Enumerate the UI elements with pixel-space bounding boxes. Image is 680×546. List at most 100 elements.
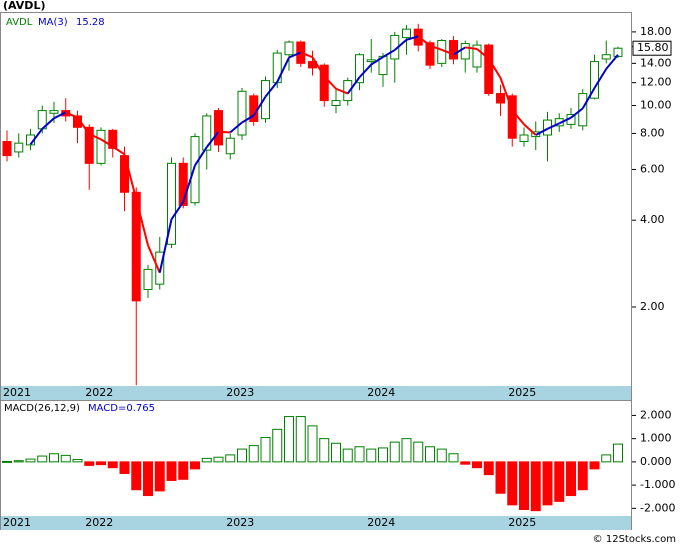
macd-bar bbox=[413, 441, 424, 463]
candle-body bbox=[601, 54, 611, 60]
candle-body bbox=[49, 110, 59, 114]
macd-bar bbox=[319, 438, 330, 463]
y-tick-label: 12.00 bbox=[640, 76, 672, 89]
macd-bar bbox=[354, 446, 365, 463]
ma-segment bbox=[53, 111, 67, 120]
y-tick-label: 1.000 bbox=[640, 432, 672, 445]
macd-bar bbox=[495, 461, 506, 494]
ma-segment bbox=[581, 87, 596, 109]
candle-body bbox=[519, 134, 529, 143]
macd-bar bbox=[154, 461, 165, 492]
ma-segment bbox=[276, 57, 290, 83]
y-tick-label: 4.00 bbox=[640, 213, 665, 226]
ma-segment bbox=[547, 122, 560, 130]
macd-bar bbox=[436, 448, 447, 463]
last-price-box bbox=[632, 40, 672, 56]
macd-bar bbox=[589, 461, 600, 470]
x-tick-label: 2022 bbox=[85, 386, 113, 399]
ma-segment bbox=[182, 165, 196, 203]
y-tick-label: -2.000 bbox=[640, 501, 675, 514]
macd-bar bbox=[460, 461, 471, 465]
macd-bar bbox=[72, 459, 83, 463]
candle-body bbox=[178, 162, 188, 206]
ma-segment bbox=[370, 56, 384, 66]
macd-bar bbox=[425, 446, 435, 463]
candle-body bbox=[496, 93, 505, 104]
macd-bar bbox=[201, 457, 212, 463]
ma-segment bbox=[452, 46, 466, 56]
macd-bar bbox=[613, 443, 623, 463]
macd-bar bbox=[190, 461, 200, 470]
candle-body bbox=[402, 28, 411, 39]
macd-bar bbox=[483, 461, 494, 476]
x-tick-label: 2024 bbox=[367, 516, 395, 529]
candle-body bbox=[2, 141, 12, 157]
last-price-label: 15.80 bbox=[637, 41, 669, 54]
macd-bar bbox=[389, 441, 400, 463]
macd-bar bbox=[307, 425, 318, 463]
macd-bar bbox=[213, 456, 224, 463]
ma-segment bbox=[441, 48, 454, 56]
macd-bar bbox=[107, 461, 118, 469]
candle-body bbox=[460, 43, 470, 60]
macd-bar bbox=[507, 461, 518, 506]
macd-bar bbox=[119, 461, 130, 474]
y-tick-label: 8.00 bbox=[640, 126, 665, 139]
candle-body bbox=[507, 95, 517, 139]
candle-body bbox=[96, 129, 106, 164]
y-tick-label: 10.00 bbox=[640, 98, 672, 111]
ma-segment bbox=[264, 81, 279, 98]
candle-body bbox=[202, 115, 212, 151]
macd-bar bbox=[225, 454, 236, 463]
candle-body bbox=[131, 191, 141, 302]
legend-ma: MA(3) bbox=[38, 17, 68, 28]
macd-bar bbox=[37, 455, 48, 463]
macd-bar bbox=[13, 460, 24, 463]
candle-body bbox=[214, 110, 223, 146]
macd-bar bbox=[166, 461, 177, 481]
candle-body bbox=[343, 80, 353, 102]
ma-segment bbox=[158, 219, 173, 273]
macd-bar bbox=[554, 461, 565, 502]
candle-body bbox=[143, 268, 153, 290]
x-tick-label: 2021 bbox=[3, 516, 31, 529]
y-tick-label: 14.00 bbox=[640, 56, 672, 69]
ma-segment bbox=[112, 145, 126, 156]
macd-bar bbox=[96, 461, 106, 466]
ma-segment bbox=[170, 201, 185, 220]
macd-bar bbox=[566, 461, 576, 497]
candle-body bbox=[225, 137, 235, 155]
ma-segment bbox=[241, 114, 255, 124]
x-tick-label: 2023 bbox=[226, 386, 254, 399]
ma-segment bbox=[311, 56, 326, 77]
ma-segment bbox=[511, 109, 525, 126]
ma-segment bbox=[382, 49, 396, 58]
ma-segment bbox=[323, 75, 337, 90]
ma-segment bbox=[535, 127, 548, 136]
ma-segment bbox=[570, 107, 584, 119]
x-tick-label: 2025 bbox=[508, 516, 536, 529]
x-tick-label: 2025 bbox=[508, 386, 536, 399]
macd-bar bbox=[272, 428, 283, 463]
date-band bbox=[1, 386, 631, 400]
macd-bar bbox=[378, 447, 388, 463]
ma-segment bbox=[135, 198, 149, 246]
candle-body bbox=[261, 80, 270, 120]
ma-segment bbox=[147, 245, 161, 274]
candle-body bbox=[366, 59, 376, 63]
ma-segment bbox=[41, 117, 55, 130]
ma-segment bbox=[487, 58, 502, 79]
candle-body bbox=[237, 90, 247, 136]
ma-segment bbox=[335, 87, 349, 95]
macd-bar bbox=[472, 461, 482, 469]
ma-segment bbox=[194, 146, 208, 166]
macd-bar bbox=[178, 461, 189, 480]
macd-bar bbox=[331, 442, 341, 463]
ma-segment bbox=[523, 123, 537, 136]
ma-segment bbox=[358, 63, 372, 78]
macd-bar bbox=[401, 438, 412, 463]
macd-bar bbox=[577, 461, 588, 491]
candle-body bbox=[578, 93, 588, 127]
legend-ma-value: 15.28 bbox=[76, 17, 105, 28]
candle-body bbox=[319, 64, 329, 102]
